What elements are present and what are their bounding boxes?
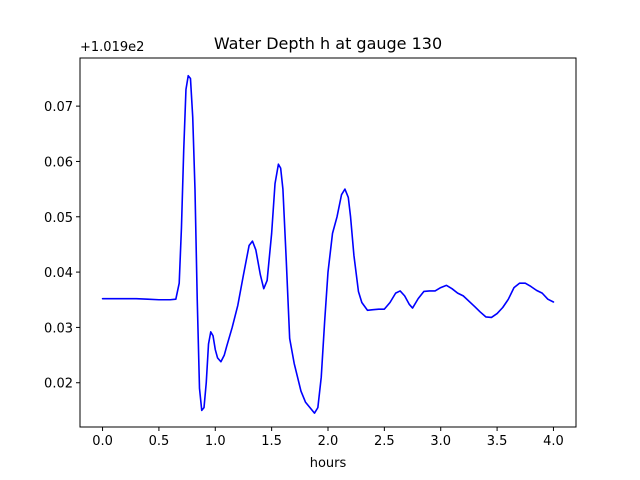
x-tick-label: 1.5 <box>261 434 282 449</box>
y-tick-label: 0.06 <box>44 155 73 170</box>
x-axis-label: hours <box>310 456 347 471</box>
chart-title: Water Depth h at gauge 130 <box>214 34 442 53</box>
y-tick-label: 0.04 <box>44 266 73 281</box>
y-tick-label: 0.07 <box>44 100 73 115</box>
x-tick-label: 2.5 <box>374 434 395 449</box>
y-offset-label: +1.019e2 <box>80 40 144 55</box>
x-tick-label: 0.0 <box>92 434 113 449</box>
x-tick-label: 3.5 <box>487 434 508 449</box>
x-tick-label: 1.0 <box>205 434 226 449</box>
x-tick-label: 3.0 <box>430 434 451 449</box>
y-axis: 0.02 0.03 0.04 0.05 0.06 0.07 <box>44 100 80 392</box>
x-axis: 0.0 0.5 1.0 1.5 2.0 2.5 3.0 3.5 4.0 <box>92 427 564 449</box>
x-tick-label: 4.0 <box>543 434 564 449</box>
y-tick-label: 0.05 <box>44 211 73 226</box>
series-line-0 <box>101 74 555 414</box>
x-tick-label: 0.5 <box>149 434 170 449</box>
x-tick-label: 2.0 <box>318 434 339 449</box>
plot-area <box>101 74 555 414</box>
y-tick-label: 0.03 <box>44 321 73 336</box>
y-tick-label: 0.02 <box>44 377 73 392</box>
